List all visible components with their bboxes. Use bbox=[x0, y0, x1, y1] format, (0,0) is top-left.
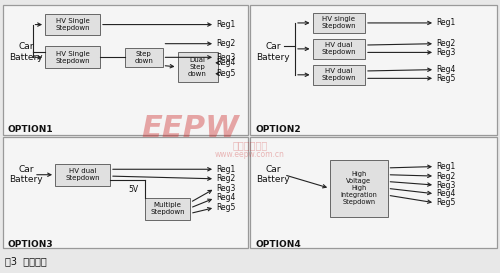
Text: Reg4: Reg4 bbox=[436, 189, 456, 198]
Text: Dual
Step
down: Dual Step down bbox=[188, 57, 207, 77]
Text: HV Single
Stepdown: HV Single Stepdown bbox=[55, 18, 90, 31]
Text: 图3  电源结构: 图3 电源结构 bbox=[5, 256, 47, 266]
Text: Car
Battery: Car Battery bbox=[256, 165, 290, 185]
Text: Reg2: Reg2 bbox=[216, 39, 236, 48]
Text: www.eepw.com.cn: www.eepw.com.cn bbox=[215, 150, 285, 159]
Text: Car
Battery: Car Battery bbox=[256, 42, 290, 62]
Text: Car
Battery: Car Battery bbox=[9, 165, 42, 185]
Text: Reg3: Reg3 bbox=[216, 184, 236, 193]
Text: HV dual
Stepdown: HV dual Stepdown bbox=[65, 168, 100, 181]
Text: HV single
Stepdown: HV single Stepdown bbox=[322, 16, 356, 29]
Text: Reg4: Reg4 bbox=[436, 65, 456, 74]
Text: Reg3: Reg3 bbox=[216, 53, 236, 62]
Text: EEPW: EEPW bbox=[141, 114, 239, 143]
Bar bbox=[178, 52, 218, 82]
Bar bbox=[312, 13, 365, 33]
Text: Reg2: Reg2 bbox=[436, 172, 456, 180]
Text: HV Single
Stepdown: HV Single Stepdown bbox=[55, 51, 90, 64]
Text: OPTION2: OPTION2 bbox=[255, 125, 300, 134]
Text: OPTION4: OPTION4 bbox=[255, 241, 301, 249]
Bar bbox=[2, 136, 248, 248]
Bar bbox=[250, 136, 497, 248]
Text: Reg1: Reg1 bbox=[436, 162, 456, 171]
Text: Reg1: Reg1 bbox=[216, 20, 236, 29]
Bar bbox=[312, 65, 365, 85]
Bar bbox=[145, 198, 190, 220]
Text: OPTION1: OPTION1 bbox=[8, 125, 53, 134]
Bar bbox=[312, 39, 365, 59]
Bar bbox=[250, 5, 497, 135]
Bar bbox=[330, 160, 388, 217]
Text: Reg1: Reg1 bbox=[436, 19, 456, 27]
Text: Reg5: Reg5 bbox=[216, 203, 236, 212]
Text: Reg3: Reg3 bbox=[436, 48, 456, 57]
Text: Step
down: Step down bbox=[134, 51, 153, 64]
Bar bbox=[45, 46, 100, 68]
Text: Reg2: Reg2 bbox=[436, 39, 456, 48]
Text: Reg5: Reg5 bbox=[436, 198, 456, 207]
Text: Reg5: Reg5 bbox=[216, 69, 236, 78]
Text: Car
Battery: Car Battery bbox=[9, 42, 42, 62]
Text: OPTION3: OPTION3 bbox=[8, 241, 53, 249]
Text: Reg4: Reg4 bbox=[216, 58, 236, 67]
Text: Multiple
Stepdown: Multiple Stepdown bbox=[150, 202, 185, 215]
Bar bbox=[45, 14, 100, 35]
Text: Reg4: Reg4 bbox=[216, 194, 236, 202]
Text: 电子产品世界: 电子产品世界 bbox=[232, 140, 268, 150]
Text: Reg2: Reg2 bbox=[216, 174, 236, 183]
Text: High
Voltage
High
Integration
Stepdown: High Voltage High Integration Stepdown bbox=[340, 171, 377, 205]
Text: 5V: 5V bbox=[128, 185, 138, 194]
Bar bbox=[2, 5, 248, 135]
Text: HV dual
Stepdown: HV dual Stepdown bbox=[322, 42, 356, 55]
Text: Reg1: Reg1 bbox=[216, 165, 236, 174]
Bar bbox=[125, 48, 162, 67]
Text: Reg3: Reg3 bbox=[436, 181, 456, 189]
Bar bbox=[55, 164, 110, 186]
Text: HV dual
Stepdown: HV dual Stepdown bbox=[322, 68, 356, 81]
Text: Reg5: Reg5 bbox=[436, 74, 456, 83]
